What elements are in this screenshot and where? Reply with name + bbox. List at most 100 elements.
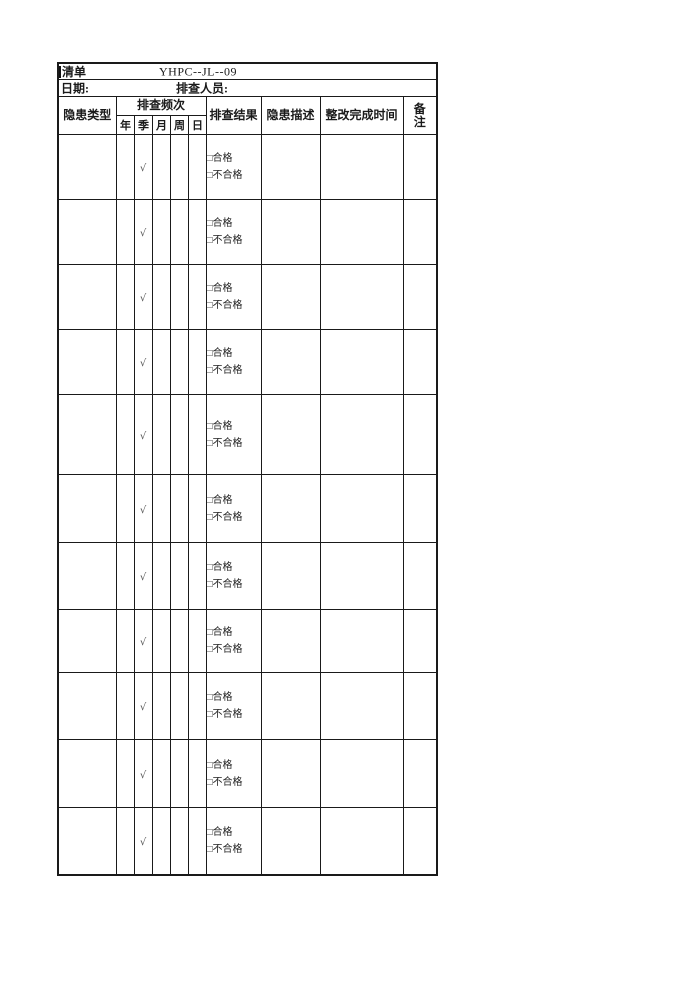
checklist-body: √ □合格 □不合格 √ □合格 □不合格 √ □合格 □不 bbox=[57, 134, 438, 875]
freq-year-cell bbox=[115, 394, 135, 475]
table-row: √ □合格 □不合格 bbox=[57, 474, 438, 543]
freq-day-cell bbox=[187, 672, 207, 740]
completion-time-cell bbox=[319, 329, 404, 395]
result-cell: □合格 □不合格 bbox=[205, 199, 262, 265]
result-cell: □合格 □不合格 bbox=[205, 329, 262, 395]
header-freq-quarter: 季 bbox=[133, 115, 153, 135]
table-row: √ □合格 □不合格 bbox=[57, 134, 438, 200]
description-cell bbox=[260, 329, 321, 395]
hazard-type-cell bbox=[57, 199, 117, 265]
freq-month-cell bbox=[151, 474, 171, 543]
freq-day-cell bbox=[187, 609, 207, 673]
table-row: √ □合格 □不合格 bbox=[57, 329, 438, 395]
freq-quarter-cell: √ bbox=[133, 542, 153, 610]
completion-time-cell bbox=[319, 739, 404, 808]
freq-week-cell bbox=[169, 474, 189, 543]
freq-day-cell bbox=[187, 542, 207, 610]
option-unqualified: □不合格 bbox=[206, 843, 243, 855]
freq-quarter-cell: √ bbox=[133, 264, 153, 330]
freq-year-cell bbox=[115, 134, 135, 200]
result-cell: □合格 □不合格 bbox=[205, 739, 262, 808]
freq-year-cell bbox=[115, 474, 135, 543]
freq-month-cell bbox=[151, 394, 171, 475]
freq-month-cell bbox=[151, 134, 171, 200]
hazard-type-cell bbox=[57, 134, 117, 200]
result-cell: □合格 □不合格 bbox=[205, 474, 262, 543]
document-number: YHPC--JL--09 bbox=[159, 64, 237, 78]
table-row: √ □合格 □不合格 bbox=[57, 739, 438, 808]
header-freq-week: 周 bbox=[169, 115, 189, 135]
header-remarks: 备 注 bbox=[402, 96, 438, 135]
header-description: 隐患描述 bbox=[260, 96, 321, 135]
hazard-type-cell bbox=[57, 807, 117, 875]
freq-quarter-cell: √ bbox=[133, 329, 153, 395]
description-cell bbox=[260, 394, 321, 475]
freq-month-cell bbox=[151, 199, 171, 265]
completion-time-cell bbox=[319, 609, 404, 673]
freq-day-cell bbox=[187, 474, 207, 543]
header-freq-day: 日 bbox=[187, 115, 207, 135]
completion-time-cell bbox=[319, 394, 404, 475]
option-unqualified: □不合格 bbox=[206, 511, 243, 523]
option-qualified: □合格 bbox=[206, 153, 233, 164]
freq-month-cell bbox=[151, 542, 171, 610]
remarks-cell bbox=[402, 542, 438, 610]
table-row: √ □合格 □不合格 bbox=[57, 542, 438, 610]
freq-day-cell bbox=[187, 807, 207, 875]
freq-day-cell bbox=[187, 264, 207, 330]
check-mark: √ bbox=[139, 637, 147, 648]
inspector-label: 排查人员: bbox=[176, 81, 228, 96]
freq-day-cell bbox=[187, 739, 207, 808]
check-mark: √ bbox=[139, 702, 147, 713]
table-row: √ □合格 □不合格 bbox=[57, 609, 438, 673]
header-row-frequency-sub: 年 季 月 周 日 bbox=[58, 115, 437, 135]
table-row: √ □合格 □不合格 bbox=[57, 807, 438, 875]
header-hazard-type: 隐患类型 bbox=[57, 96, 117, 135]
header-row-top: 隐患类型 排查频次 排查结果 隐患描述 整改完成时间 备 注 bbox=[57, 96, 438, 135]
freq-week-cell bbox=[169, 134, 189, 200]
result-cell: □合格 □不合格 bbox=[205, 264, 262, 330]
freq-week-cell bbox=[169, 542, 189, 610]
freq-year-cell bbox=[115, 329, 135, 395]
option-qualified: □合格 bbox=[206, 759, 233, 771]
header-remarks-line1: 备 bbox=[413, 101, 426, 116]
option-unqualified: □不合格 bbox=[206, 300, 243, 311]
option-unqualified: □不合格 bbox=[206, 170, 243, 181]
option-qualified: □合格 bbox=[206, 627, 233, 638]
option-unqualified: □不合格 bbox=[206, 709, 243, 720]
remarks-cell bbox=[402, 474, 438, 543]
freq-quarter-cell: √ bbox=[133, 134, 153, 200]
option-qualified: □合格 bbox=[206, 826, 233, 838]
header-frequency: 排查频次 bbox=[115, 96, 207, 116]
remarks-cell bbox=[402, 807, 438, 875]
freq-week-cell bbox=[169, 672, 189, 740]
freq-day-cell bbox=[187, 329, 207, 395]
freq-month-cell bbox=[151, 609, 171, 673]
table-row: √ □合格 □不合格 bbox=[57, 199, 438, 265]
hazard-type-cell bbox=[57, 672, 117, 740]
table-row: √ □合格 □不合格 bbox=[57, 264, 438, 330]
remarks-cell bbox=[402, 199, 438, 265]
freq-quarter-cell: √ bbox=[133, 609, 153, 673]
check-mark: √ bbox=[139, 430, 147, 442]
remarks-cell bbox=[402, 329, 438, 395]
header-completion-time: 整改完成时间 bbox=[319, 96, 404, 135]
check-mark: √ bbox=[139, 572, 147, 583]
remarks-cell bbox=[402, 394, 438, 475]
freq-day-cell bbox=[187, 134, 207, 200]
inspection-checklist-table: 清单 YHPC--JL--09 日期: 排查人员: 隐患类型 排查频次 排查结果… bbox=[57, 62, 439, 876]
option-qualified: □合格 bbox=[206, 348, 233, 359]
check-mark: √ bbox=[139, 293, 147, 304]
result-cell: □合格 □不合格 bbox=[205, 542, 262, 610]
freq-month-cell bbox=[151, 739, 171, 808]
description-cell bbox=[260, 672, 321, 740]
freq-year-cell bbox=[115, 672, 135, 740]
freq-quarter-cell: √ bbox=[133, 739, 153, 808]
freq-year-cell bbox=[115, 199, 135, 265]
header-freq-month: 月 bbox=[151, 115, 171, 135]
hazard-type-cell bbox=[57, 542, 117, 610]
freq-year-cell bbox=[115, 609, 135, 673]
check-mark: √ bbox=[139, 228, 147, 239]
clipped-character-fragment bbox=[59, 65, 61, 78]
header-result: 排查结果 bbox=[205, 96, 262, 135]
